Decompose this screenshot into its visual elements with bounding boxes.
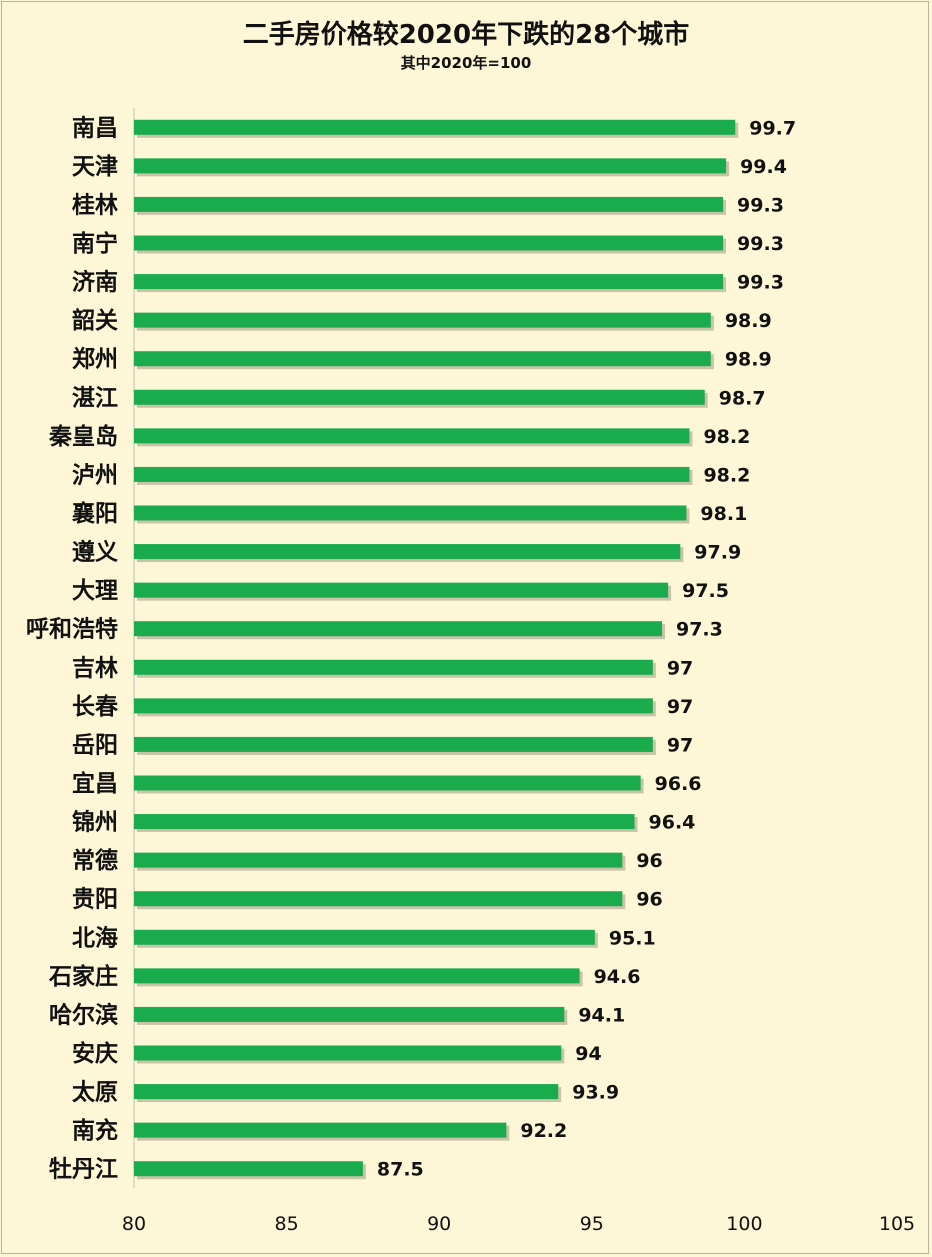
data-label: 95.1 (609, 927, 656, 949)
data-label: 99.3 (737, 272, 784, 294)
data-label: 97 (667, 657, 693, 679)
chart-subtitle: 其中2020年=100 (400, 54, 532, 72)
category-label: 太原 (72, 1080, 118, 1106)
category-label: 锦州 (72, 809, 118, 836)
bar (134, 891, 623, 907)
data-label: 98.9 (725, 310, 772, 332)
data-label: 97 (667, 734, 693, 756)
data-label: 98.1 (700, 503, 747, 525)
data-label: 99.4 (740, 156, 787, 178)
bar (134, 814, 635, 830)
category-label: 韶关 (72, 307, 118, 334)
x-tick-label: 95 (580, 1213, 604, 1235)
data-label: 97.5 (682, 580, 729, 602)
bar (134, 274, 724, 290)
category-label: 南昌 (72, 115, 118, 141)
bar (134, 1161, 363, 1177)
x-tick-label: 85 (275, 1213, 299, 1235)
data-label: 96.4 (649, 812, 696, 834)
bar (134, 621, 662, 637)
category-label: 长春 (72, 694, 119, 720)
bar (134, 235, 724, 251)
category-label: 贵阳 (72, 887, 118, 913)
category-label: 安庆 (72, 1040, 118, 1067)
bar (134, 582, 669, 598)
bar (134, 196, 724, 212)
bar (134, 1084, 559, 1100)
category-label: 哈尔滨 (49, 1001, 118, 1028)
bar (134, 852, 623, 868)
bar (134, 466, 690, 482)
bar (134, 968, 580, 984)
category-label: 岳阳 (72, 732, 118, 758)
bar (134, 698, 653, 714)
data-label: 92.2 (520, 1120, 567, 1142)
bar (134, 158, 727, 174)
category-label: 桂林 (72, 191, 118, 218)
category-label: 天津 (72, 153, 118, 180)
category-label: 石家庄 (48, 963, 118, 990)
bar (134, 1122, 507, 1138)
data-label: 96 (636, 889, 662, 911)
x-tick-label: 105 (879, 1213, 915, 1235)
bar (134, 659, 653, 675)
category-label: 泸州 (72, 462, 118, 488)
category-label: 南充 (72, 1117, 118, 1144)
data-label: 99.3 (737, 194, 784, 216)
category-label: 常德 (72, 847, 118, 874)
bar (134, 1045, 562, 1061)
category-label: 牡丹江 (49, 1157, 118, 1183)
category-label: 南宁 (72, 230, 118, 257)
x-tick-label: 100 (726, 1213, 762, 1235)
data-label: 98.2 (703, 464, 750, 486)
bar (134, 1006, 565, 1022)
category-label: 襄阳 (71, 500, 118, 527)
data-label: 98.2 (703, 426, 750, 448)
data-label: 96 (636, 850, 662, 872)
category-label: 湛江 (72, 384, 118, 411)
category-label: 大理 (72, 578, 118, 604)
data-label: 93.9 (572, 1082, 619, 1104)
data-label: 97.3 (676, 619, 723, 641)
bar (134, 119, 736, 135)
bar (134, 775, 641, 791)
category-label: 呼和浩特 (26, 617, 118, 643)
x-tick-label: 90 (427, 1213, 451, 1235)
data-label: 96.6 (655, 773, 702, 795)
data-label: 99.3 (737, 233, 784, 255)
bar (134, 505, 687, 521)
category-label: 北海 (72, 924, 118, 951)
data-label: 99.7 (749, 117, 796, 139)
data-label: 94 (575, 1043, 601, 1065)
bar (134, 544, 681, 560)
data-label: 97 (667, 696, 693, 718)
category-label: 宜昌 (72, 770, 118, 797)
x-tick-label: 80 (122, 1213, 146, 1235)
category-label: 济南 (72, 269, 118, 296)
bar (134, 929, 595, 945)
category-label: 吉林 (72, 654, 118, 681)
data-label: 98.7 (719, 387, 766, 409)
bar (134, 351, 711, 367)
chart-title: 二手房价格较2020年下跌的28个城市 (242, 20, 690, 50)
category-label: 遵义 (72, 539, 118, 566)
category-label: 郑州 (72, 347, 118, 373)
data-label: 94.1 (578, 1004, 625, 1026)
data-label: 98.9 (725, 349, 772, 371)
bar (134, 736, 653, 752)
bar (134, 428, 690, 444)
data-label: 97.9 (694, 542, 741, 564)
bar (134, 389, 705, 405)
data-label: 87.5 (377, 1159, 424, 1181)
data-label: 94.6 (594, 966, 641, 988)
category-label: 秦皇岛 (48, 423, 118, 450)
bar (134, 312, 711, 328)
